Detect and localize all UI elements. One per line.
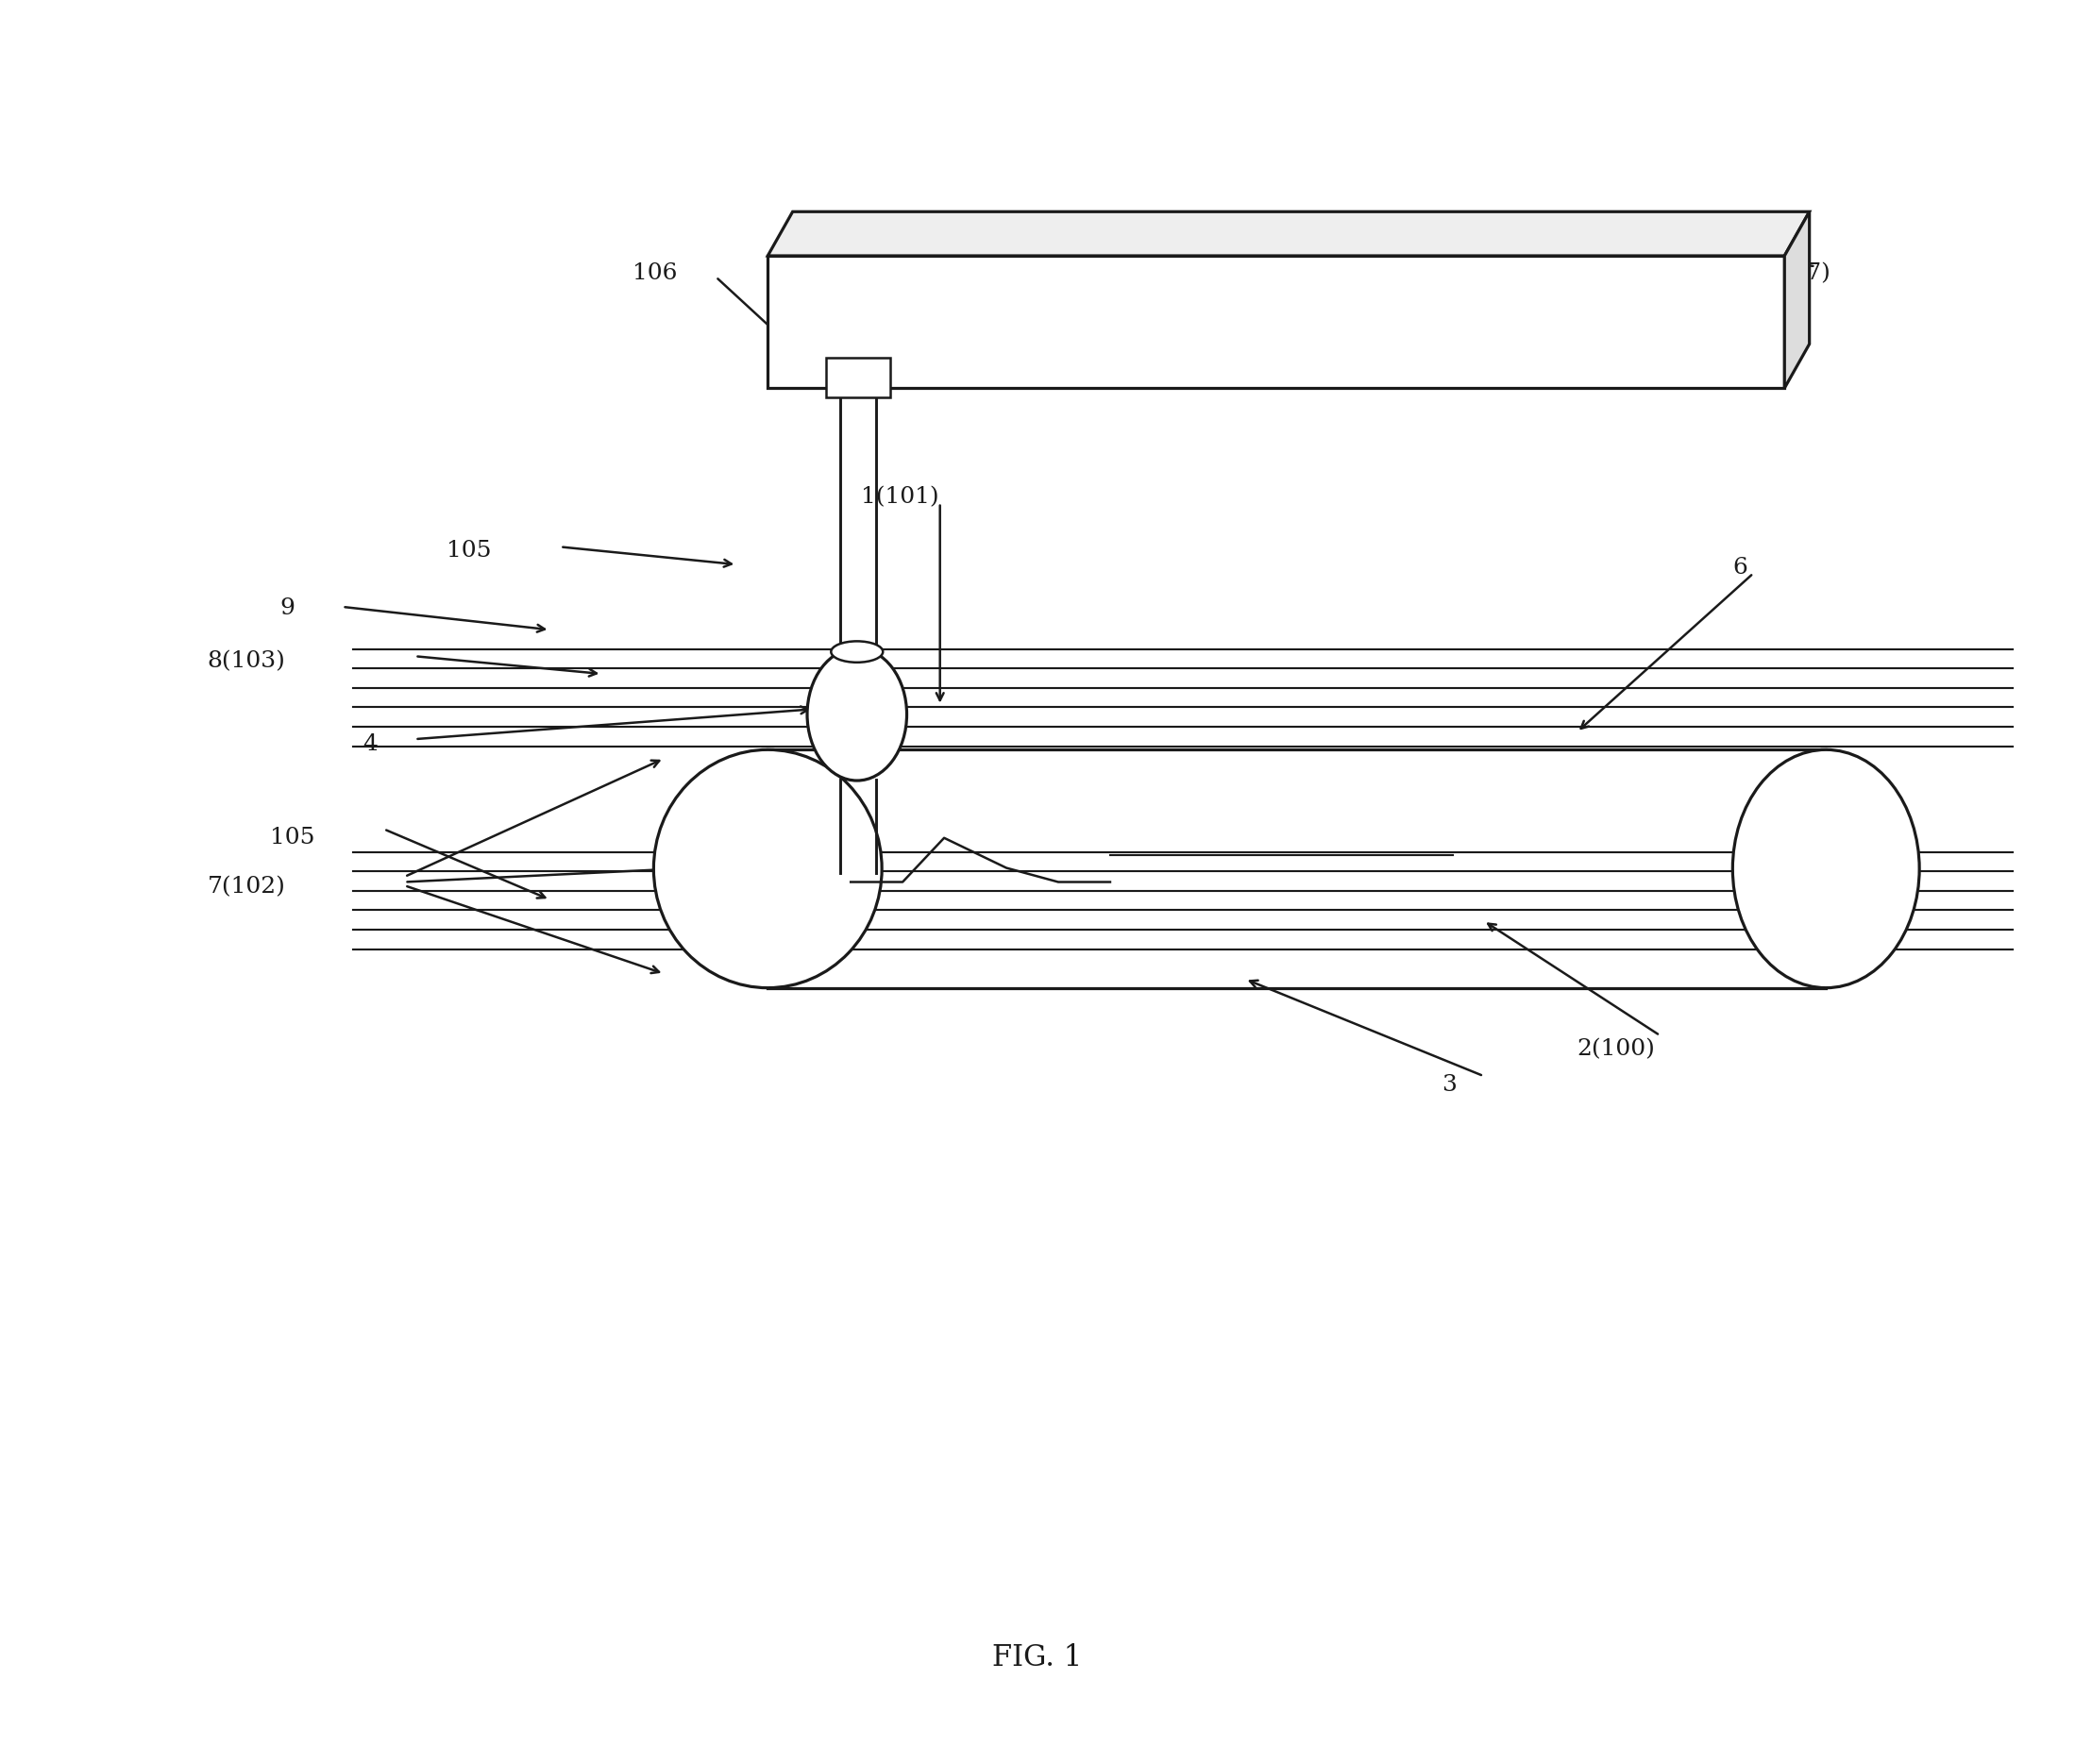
Ellipse shape: [830, 642, 884, 663]
Text: 4: 4: [363, 734, 378, 755]
Text: 5(107): 5(107): [1753, 263, 1832, 284]
Text: FIG. 1: FIG. 1: [992, 1644, 1083, 1672]
Text: 9: 9: [280, 598, 295, 619]
Text: 6: 6: [1733, 557, 1747, 579]
Polygon shape: [1784, 212, 1809, 388]
Text: 106: 106: [633, 263, 679, 284]
Text: 2(100): 2(100): [1577, 1039, 1656, 1060]
Ellipse shape: [654, 750, 882, 988]
Text: 105: 105: [446, 540, 492, 561]
Polygon shape: [768, 212, 1809, 256]
Text: 1(101): 1(101): [861, 487, 940, 508]
Ellipse shape: [1733, 750, 1919, 988]
Bar: [826, 358, 890, 397]
Text: 105: 105: [270, 827, 315, 848]
Text: 7(102): 7(102): [208, 877, 286, 898]
Polygon shape: [768, 256, 1784, 388]
Text: 3: 3: [1442, 1074, 1457, 1095]
Text: 8(103): 8(103): [208, 651, 286, 672]
Ellipse shape: [807, 647, 907, 780]
